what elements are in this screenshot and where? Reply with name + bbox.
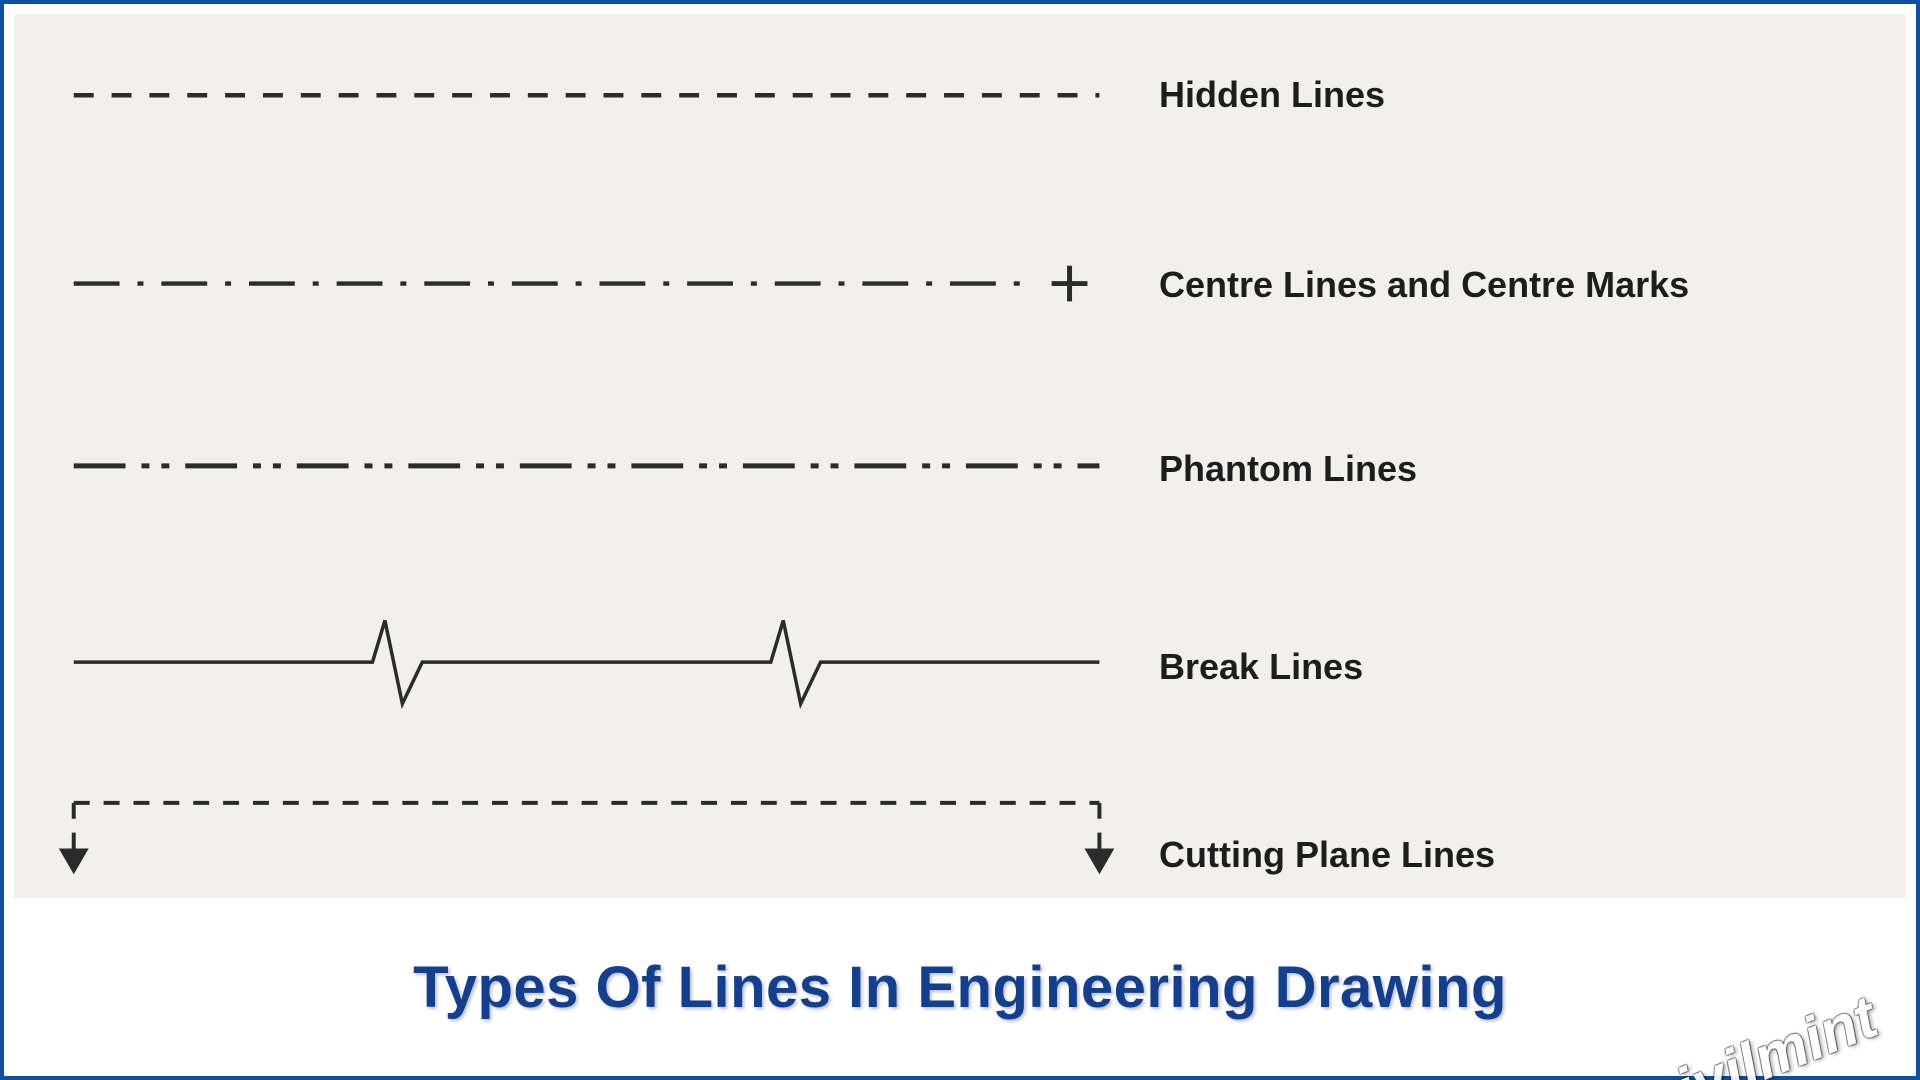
label-phantom-lines: Phantom Lines	[1159, 448, 1417, 490]
label-hidden-lines: Hidden Lines	[1159, 74, 1385, 116]
label-break-lines: Break Lines	[1159, 646, 1363, 688]
label-cutting-plane-lines: Cutting Plane Lines	[1159, 834, 1495, 876]
caption-bar: Types Of Lines In Engineering Drawing	[8, 902, 1912, 1072]
diagram-area: Hidden Lines Centre Lines and Centre Mar…	[14, 14, 1906, 898]
diagram-frame: Hidden Lines Centre Lines and Centre Mar…	[0, 0, 1920, 1080]
label-centre-lines: Centre Lines and Centre Marks	[1159, 264, 1689, 306]
caption-text: Types Of Lines In Engineering Drawing	[413, 954, 1507, 1021]
diagram-svg	[14, 14, 1906, 898]
